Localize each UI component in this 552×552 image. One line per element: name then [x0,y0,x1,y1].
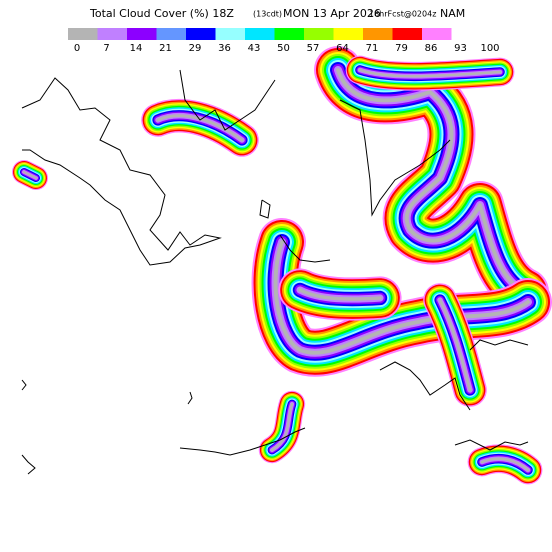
coastline [339,99,451,217]
coastline [179,69,276,131]
colorbar-label: 93 [454,43,467,54]
colorbar-swatch [304,28,334,40]
colorbar-label: 57 [307,43,320,54]
coastlines [21,69,529,475]
colorbar-label: 71 [366,43,379,54]
colorbar-swatch [68,28,98,40]
colorbar-label: 0 [74,43,80,54]
coastline [21,379,27,391]
colorbar-label: 86 [425,43,438,54]
colorbar-swatch [363,28,393,40]
coastline [454,439,529,451]
colorbar-swatch [245,28,275,40]
date: MON 13 Apr 2026 [283,7,381,20]
colorbar-label: 7 [103,43,109,54]
coastline [259,199,271,219]
coastline [21,77,222,266]
colorbar-swatch [333,28,363,40]
colorbar-label: 36 [218,43,231,54]
colorbar-label: 100 [480,43,499,54]
local-time: (13cdt) [253,10,282,19]
colorbar-label: 14 [130,43,143,54]
colorbar-label: 79 [395,43,408,54]
colorbar-swatch [215,28,245,40]
colorbar-label: 64 [336,43,349,54]
colorbar: 0 7 14 21 29 36 43 50 57 64 71 79 86 93 100 [68,28,500,54]
model: NAM [440,7,465,20]
cloud-field [24,70,528,470]
forecast: 18hrFcst@0204z [369,10,436,19]
coastline [187,391,193,405]
coastline [279,234,331,263]
colorbar-label: 50 [277,43,290,54]
colorbar-swatch [127,28,157,40]
colorbar-label: 21 [159,43,172,54]
colorbar-label: 43 [248,43,261,54]
coastline [469,339,529,351]
title: Total Cloud Cover (%) 18Z [89,7,234,20]
colorbar-swatch [392,28,422,40]
colorbar-label: 29 [189,43,202,54]
coastline [21,454,36,475]
colorbar-swatch [274,28,304,40]
colorbar-swatch [156,28,186,40]
colorbar-swatch [422,28,452,40]
colorbar-swatch [186,28,216,40]
coastline [179,427,306,456]
coastline [379,361,471,411]
colorbar-swatch [97,28,127,40]
